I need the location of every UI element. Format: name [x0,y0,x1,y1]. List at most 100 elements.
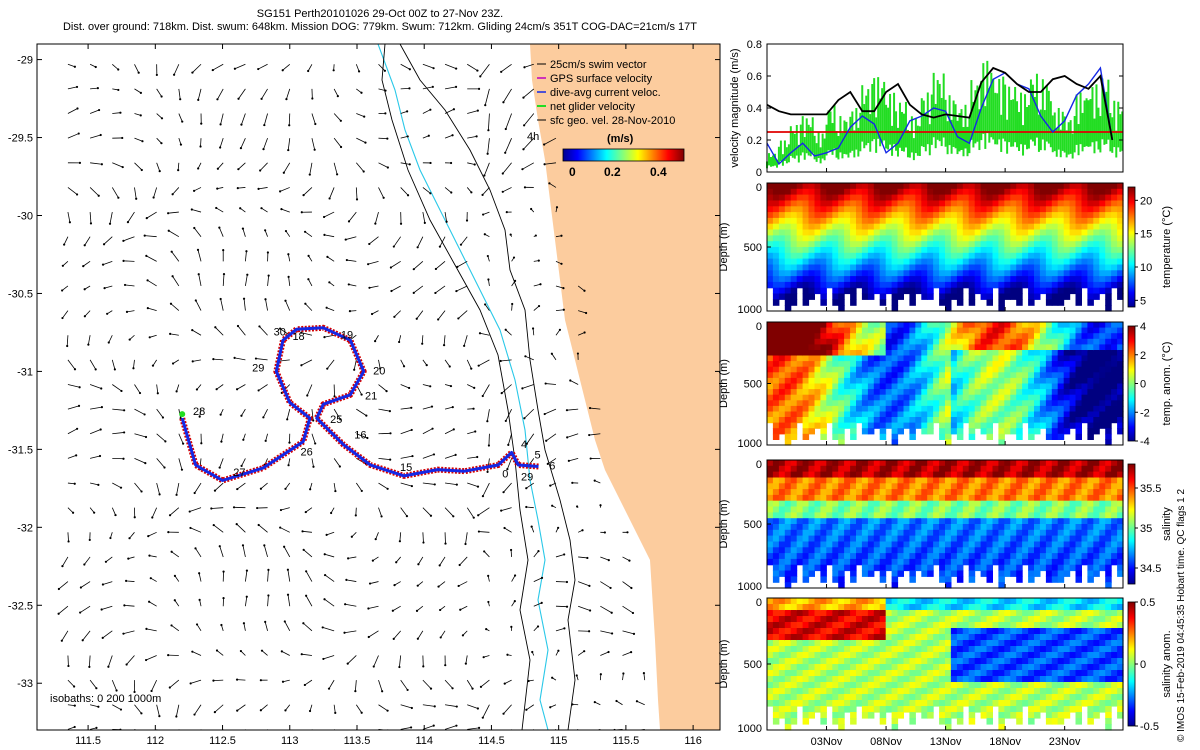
cell-3-8-6 [814,634,821,641]
cell-2-37-4 [986,483,993,490]
cell-2-49-4 [1057,483,1065,490]
cell-3-51-10 [1069,658,1077,665]
cell-3-23-18 [903,706,910,713]
cell-1-32-20 [956,433,964,440]
cell-3-8-18 [814,706,821,713]
cell-0-36-12 [980,252,988,260]
cell-1-56-6 [1099,355,1106,362]
cell-2-44-20 [1028,576,1035,583]
cell-3-21-5 [891,628,899,635]
cell-0-42-16 [1016,276,1023,283]
cell-1-22-15 [897,405,904,413]
cell-1-53-15 [1081,405,1088,413]
cell-0-33-14 [962,264,970,271]
cell-1-40-6 [1004,355,1011,362]
cell-1-18-17 [873,417,881,424]
cell-1-57-7 [1105,361,1112,368]
cell-1-26-9 [921,372,928,379]
cell-0-22-15 [897,270,904,277]
cell-2-7-4 [808,483,815,490]
cell-0-34-14 [968,264,976,271]
cell-3-24-8 [909,646,916,653]
cell-2-59-8 [1117,506,1124,513]
cell-0-48-3 [1051,200,1059,207]
cell-2-45-11 [1034,524,1041,531]
cell-3-49-0 [1057,598,1065,605]
cell-3-1-14 [772,682,780,689]
cell-1-22-9 [897,372,904,379]
cell-2-28-7 [933,500,940,508]
cell-2-27-3 [927,477,934,484]
cell-1-3-9 [784,372,792,379]
cell-3-24-2 [909,610,916,617]
cell-1-43-11 [1022,383,1029,390]
cell-2-50-0 [1063,460,1071,467]
cell-0-47-17 [1045,281,1053,289]
cell-2-57-6 [1105,494,1112,502]
cell-2-7-10 [808,518,815,525]
cell-2-20-8 [885,506,893,513]
vel-ytick-4: 0.8 [747,39,762,51]
cell-3-3-8 [784,646,792,653]
cell-2-56-15 [1099,547,1106,554]
cell-3-19-15 [879,688,887,695]
cell-0-19-10 [879,241,887,248]
cell-2-22-5 [897,489,904,496]
cell-2-44-18 [1028,564,1035,572]
cell-0-38-11 [992,247,999,254]
cell-1-19-8 [879,366,887,373]
cell-0-45-14 [1034,264,1041,271]
cell-0-21-9 [891,235,899,242]
cell-2-31-19 [950,570,958,577]
cell-1-32-4 [956,344,964,351]
cell-0-11-20 [832,299,839,306]
cell-2-36-6 [980,494,988,502]
cell-3-17-19 [867,712,875,719]
cell-3-6-3 [802,616,810,623]
cell-2-32-5 [956,489,964,496]
cell-1-36-7 [980,361,988,368]
cell-0-33-2 [962,194,970,201]
cell-1-32-10 [956,377,964,385]
cell-3-51-5 [1069,628,1077,635]
cell-2-24-5 [909,489,916,496]
cell-3-25-12 [915,670,922,677]
cell-3-37-20 [986,718,993,725]
cell-2-35-9 [974,512,982,519]
cell-0-25-1 [915,188,922,196]
cell-0-56-2 [1099,194,1106,201]
cell-2-13-11 [844,524,851,531]
cell-2-14-12 [850,529,857,537]
cell-2-26-2 [921,471,928,478]
cell-2-56-1 [1099,465,1106,473]
cell-0-22-12 [897,252,904,260]
cell-1-29-3 [939,338,946,345]
cell-1-13-10 [844,377,851,385]
cell-0-29-19 [939,293,946,300]
cell-3-18-10 [873,658,881,665]
cell-2-30-17 [945,558,952,566]
cell-2-52-15 [1075,547,1082,554]
cell-2-25-16 [915,553,922,560]
cell-0-18-18 [873,287,881,295]
cell-2-32-0 [956,460,964,467]
cell-1-52-12 [1075,389,1082,396]
cell-0-28-14 [933,264,940,271]
cell-2-51-18 [1069,564,1077,572]
cell-2-26-17 [921,558,928,566]
cell-0-37-14 [986,264,993,271]
cell-3-25-9 [915,652,922,659]
cell-2-57-10 [1105,518,1112,525]
cell-0-57-3 [1105,200,1112,207]
cell-2-14-0 [850,460,857,467]
cell-2-39-20 [998,576,1005,583]
cell-1-38-3 [992,338,999,345]
cell-1-47-1 [1045,327,1053,334]
cell-1-37-20 [986,433,993,440]
cell-1-50-0 [1063,322,1071,329]
cell-1-32-0 [956,322,964,329]
cell-0-7-17 [808,281,815,289]
cell-1-10-3 [826,338,833,345]
cell-2-37-6 [986,494,993,502]
